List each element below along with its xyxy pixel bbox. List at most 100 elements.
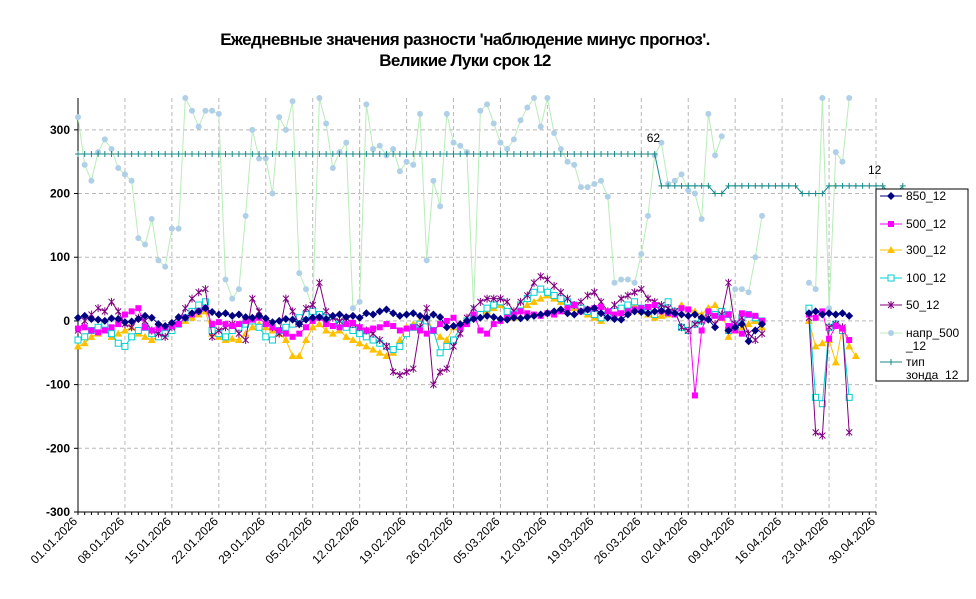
data-point: [509, 313, 518, 322]
data-point: [114, 307, 122, 316]
data-point: [571, 302, 578, 308]
data-point: [315, 320, 324, 328]
data-point: [436, 313, 445, 322]
data-point: [201, 304, 210, 313]
data-point: [530, 288, 538, 296]
data-point: [383, 342, 390, 351]
data-point: [705, 308, 712, 315]
data-point: [135, 151, 142, 158]
data-point: [665, 182, 672, 189]
data-point: [168, 225, 175, 232]
data-point: [228, 311, 237, 320]
data-point: [403, 151, 410, 158]
data-point: [443, 342, 451, 350]
annotation-label: 12: [868, 163, 882, 177]
legend-label: напр_500: [906, 326, 959, 340]
data-point: [571, 161, 578, 168]
data-point: [121, 171, 128, 178]
data-point: [309, 151, 316, 158]
data-point: [670, 309, 679, 318]
data-point: [637, 308, 646, 317]
data-point: [623, 310, 632, 319]
legend-marker: [887, 246, 895, 253]
data-point: [470, 304, 478, 313]
data-point: [114, 315, 123, 324]
data-point: [296, 270, 303, 277]
data-point: [382, 305, 391, 314]
data-point: [839, 325, 846, 332]
data-point: [651, 302, 658, 308]
data-point: [845, 311, 854, 320]
data-point: [382, 351, 391, 359]
legend-marker: [887, 301, 895, 309]
data-point: [262, 151, 269, 158]
data-point: [154, 320, 163, 329]
data-point: [135, 235, 142, 242]
data-point: [470, 311, 477, 318]
data-point: [316, 278, 323, 287]
data-point: [564, 305, 571, 312]
legend-label: 300_12: [906, 243, 946, 257]
series-line: [77, 304, 743, 396]
data-point: [81, 161, 88, 168]
data-point: [631, 288, 638, 297]
data-point: [510, 136, 517, 143]
data-point: [229, 151, 236, 158]
data-point: [598, 303, 605, 310]
data-point: [356, 330, 364, 338]
data-point: [530, 297, 538, 305]
data-point: [437, 151, 444, 158]
data-point: [416, 311, 424, 320]
plot-area: 62 12: [74, 95, 906, 440]
data-point: [617, 315, 626, 324]
data-point: [678, 305, 685, 312]
data-point: [557, 145, 564, 152]
data-point: [630, 307, 639, 316]
x-tick-label: 19.03.2026: [544, 514, 597, 567]
data-point: [442, 323, 451, 332]
data-point: [690, 310, 699, 319]
data-point: [235, 329, 243, 338]
data-point: [417, 110, 423, 117]
data-point: [101, 136, 108, 143]
data-point: [476, 297, 484, 306]
data-point: [389, 309, 398, 318]
data-point: [370, 145, 377, 152]
data-point: [725, 323, 732, 330]
data-point: [437, 203, 444, 210]
data-point: [557, 295, 565, 303]
data-point: [208, 332, 216, 341]
data-point: [80, 339, 89, 347]
data-point: [484, 330, 491, 337]
data-point: [195, 151, 202, 158]
data-point: [222, 321, 229, 328]
data-point: [215, 319, 222, 326]
data-point: [645, 303, 651, 310]
data-point: [530, 311, 538, 320]
data-point: [235, 286, 242, 293]
data-point: [503, 307, 511, 315]
data-point: [349, 326, 357, 334]
data-point: [859, 182, 866, 189]
data-point: [75, 325, 81, 332]
data-point: [443, 151, 450, 158]
data-point: [497, 151, 504, 158]
data-point: [664, 308, 673, 317]
data-point: [792, 182, 799, 189]
data-point: [752, 182, 759, 189]
data-point: [234, 336, 243, 344]
legend-marker: [888, 221, 894, 227]
legend: 850_12 500_12 300_12 100_12 50_12 напр_500_12…: [875, 188, 969, 382]
data-point: [88, 327, 95, 334]
data-point: [175, 151, 182, 158]
data-point: [329, 151, 336, 158]
data-point: [409, 364, 417, 373]
data-point: [591, 151, 598, 158]
data-point: [288, 315, 297, 324]
data-point: [115, 151, 122, 158]
data-point: [496, 315, 505, 324]
data-point: [356, 298, 363, 305]
series-line: [728, 215, 763, 315]
data-point: [417, 327, 423, 334]
data-point: [866, 182, 873, 189]
